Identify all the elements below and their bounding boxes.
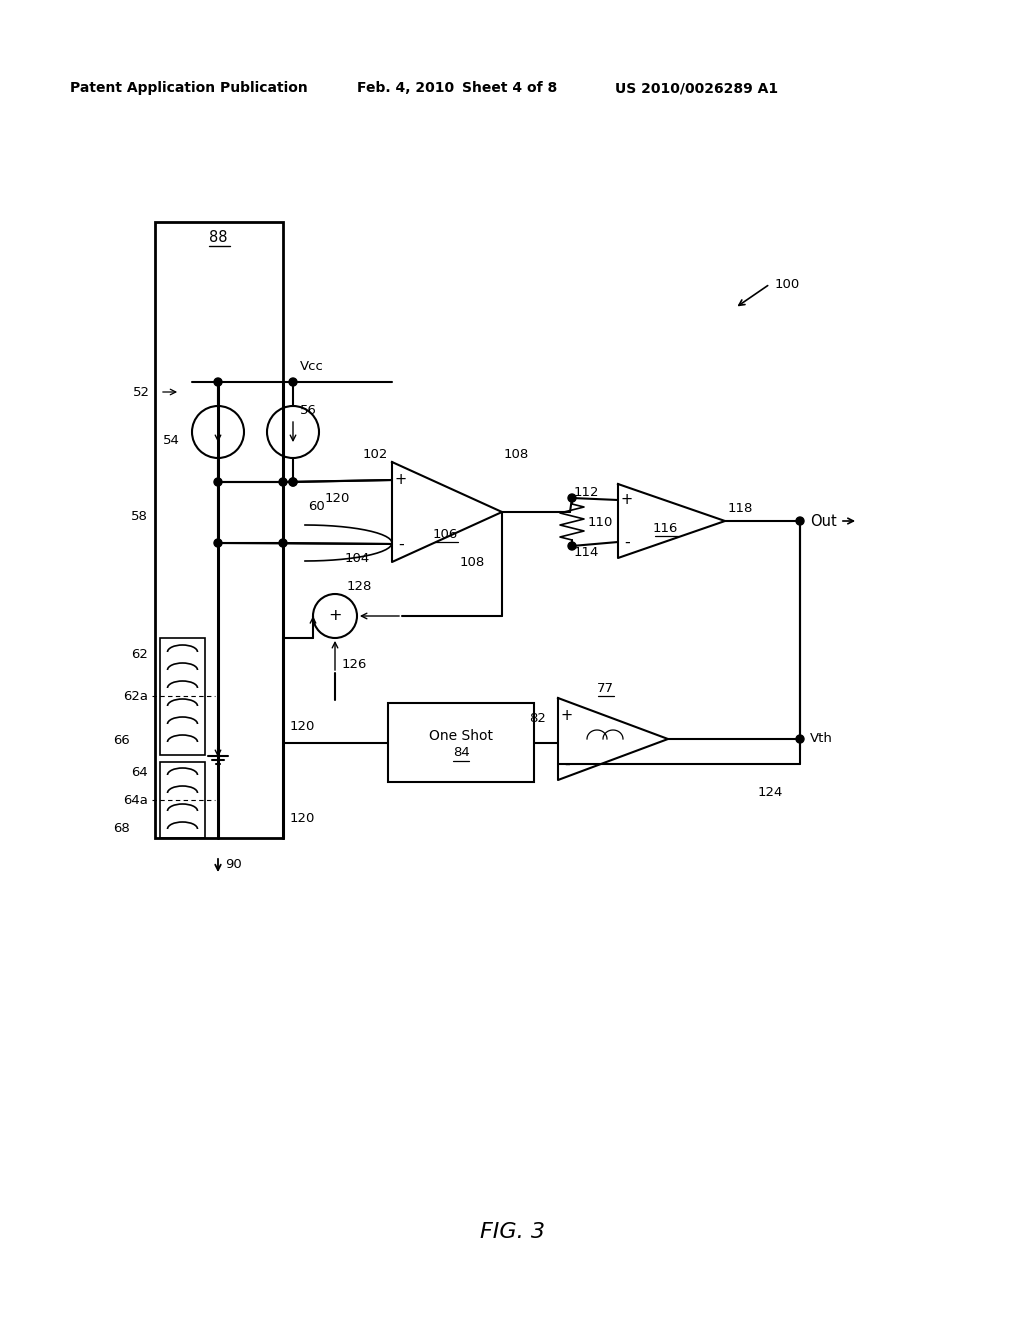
Text: 100: 100 xyxy=(775,277,800,290)
Text: 56: 56 xyxy=(300,404,316,417)
Circle shape xyxy=(214,539,222,546)
Text: 62a: 62a xyxy=(123,689,148,702)
Text: 118: 118 xyxy=(728,503,754,516)
Text: Vth: Vth xyxy=(810,733,833,746)
Circle shape xyxy=(214,378,222,385)
Text: 77: 77 xyxy=(597,681,613,694)
Text: Out: Out xyxy=(810,513,837,528)
Text: 116: 116 xyxy=(652,521,678,535)
Text: FIG. 3: FIG. 3 xyxy=(479,1222,545,1242)
Text: US 2010/0026289 A1: US 2010/0026289 A1 xyxy=(615,81,778,95)
Text: +: + xyxy=(621,492,633,507)
Text: 66: 66 xyxy=(114,734,130,747)
Text: 110: 110 xyxy=(588,516,613,528)
Circle shape xyxy=(568,543,575,550)
Bar xyxy=(388,704,534,781)
Text: Vcc: Vcc xyxy=(300,359,324,372)
Text: 82: 82 xyxy=(529,711,546,725)
Text: +: + xyxy=(395,473,408,487)
Text: 54: 54 xyxy=(163,433,180,446)
Text: 114: 114 xyxy=(574,545,599,558)
Text: 102: 102 xyxy=(362,449,388,462)
Text: +: + xyxy=(561,709,573,723)
Text: 68: 68 xyxy=(114,821,130,834)
Text: 106: 106 xyxy=(432,528,458,540)
Text: 112: 112 xyxy=(574,486,599,499)
Text: 120: 120 xyxy=(325,491,350,504)
Text: 88: 88 xyxy=(209,231,227,246)
Text: -: - xyxy=(398,536,403,552)
Text: 52: 52 xyxy=(133,385,150,399)
Text: 64a: 64a xyxy=(123,793,148,807)
Text: 60: 60 xyxy=(308,499,325,512)
Circle shape xyxy=(568,494,575,502)
Text: 84: 84 xyxy=(453,746,469,759)
Text: 124: 124 xyxy=(758,787,782,800)
Text: 128: 128 xyxy=(347,579,373,593)
Text: 120: 120 xyxy=(290,719,315,733)
Text: 120: 120 xyxy=(290,812,315,825)
Text: 58: 58 xyxy=(131,510,148,523)
Circle shape xyxy=(279,539,287,546)
Text: -: - xyxy=(624,535,630,549)
Text: Patent Application Publication: Patent Application Publication xyxy=(70,81,308,95)
Text: 108: 108 xyxy=(460,557,485,569)
Text: +: + xyxy=(329,609,342,623)
Circle shape xyxy=(279,478,287,486)
Text: 108: 108 xyxy=(504,449,529,462)
Bar xyxy=(160,762,205,838)
Text: 104: 104 xyxy=(345,552,370,565)
Text: 64: 64 xyxy=(131,766,148,779)
Circle shape xyxy=(289,478,297,486)
Bar xyxy=(155,222,283,838)
Bar xyxy=(160,638,205,755)
Circle shape xyxy=(289,378,297,385)
Circle shape xyxy=(214,478,222,486)
Circle shape xyxy=(796,517,804,525)
Text: Sheet 4 of 8: Sheet 4 of 8 xyxy=(462,81,557,95)
Circle shape xyxy=(289,478,297,486)
Text: -: - xyxy=(564,756,570,771)
Text: 126: 126 xyxy=(342,659,368,672)
Text: 62: 62 xyxy=(131,648,148,661)
Text: Feb. 4, 2010: Feb. 4, 2010 xyxy=(357,81,454,95)
Text: 90: 90 xyxy=(225,858,242,871)
Text: One Shot: One Shot xyxy=(429,729,493,742)
Circle shape xyxy=(796,735,804,743)
